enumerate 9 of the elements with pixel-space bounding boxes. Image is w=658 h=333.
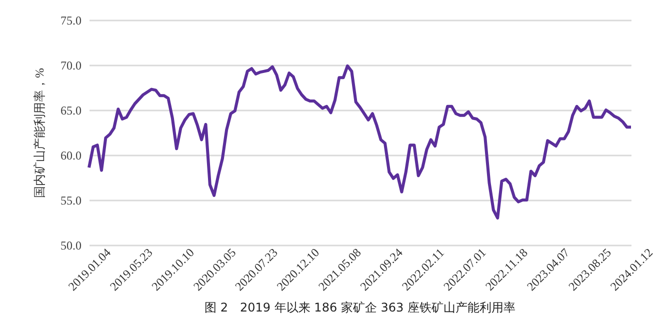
y-tick-label: 70.0	[60, 58, 82, 72]
y-tick-label: 75.0	[60, 14, 82, 28]
line-series	[88, 64, 632, 220]
y-tick-label: 55.0	[60, 194, 82, 208]
y-axis-title: 国内矿山产能利用率，%	[32, 68, 46, 198]
y-tick-label: 65.0	[60, 104, 82, 118]
y-tick-label: 50.0	[60, 238, 82, 252]
y-tick-label: 60.0	[60, 148, 82, 162]
text: 图 2 2019 年以来 186 家矿企 363 座铁矿山产能利用率	[204, 300, 516, 314]
